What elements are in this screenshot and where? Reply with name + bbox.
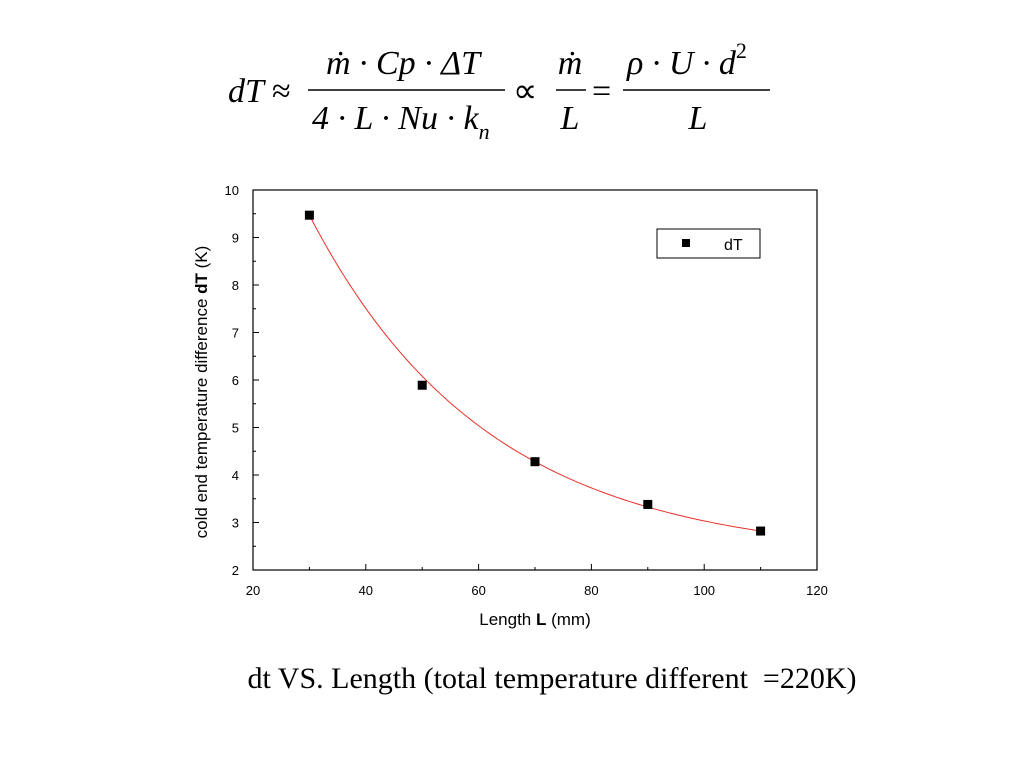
formula-frac2-denominator: L: [560, 100, 580, 137]
plot-frame: [252, 189, 818, 571]
y-tick-label: 7: [232, 326, 239, 341]
caption: dt VS. Length (total temperature differe…: [247, 662, 857, 695]
formula-proportional-sign: ∝: [513, 73, 537, 110]
y-tick-label: 6: [232, 373, 239, 388]
y-axis-label: cold end temperature difference dT (K): [192, 246, 211, 539]
legend-label: dT: [724, 237, 743, 254]
x-axis-label: Length L (mm): [479, 610, 591, 629]
data-point: [643, 499, 653, 509]
y-tick-label: 5: [232, 421, 239, 436]
x-tick-label: 80: [584, 583, 598, 598]
data-point: [304, 210, 314, 220]
x-tick-label: 120: [806, 583, 828, 598]
formula-lhs: dT: [228, 73, 266, 110]
data-point: [530, 457, 540, 467]
x-tick-label: 100: [693, 583, 715, 598]
y-tick-label: 9: [232, 231, 239, 246]
y-tick-label: 10: [225, 183, 239, 198]
y-tick-label: 2: [232, 563, 239, 578]
formula-approx-sign: ≈: [272, 73, 291, 110]
formula-frac3-numerator: ρ · U · d2: [626, 38, 747, 82]
data-point: [756, 526, 766, 536]
y-tick-label: 4: [232, 468, 239, 483]
x-axis-ticks: 20 40 60 80 100 120: [246, 564, 828, 598]
y-tick-label: 8: [232, 278, 239, 293]
formula-frac3-denominator: L: [688, 100, 708, 137]
fit-curve: [308, 214, 761, 532]
formula: dT ≈ ṁ · Cp · ΔT 4 · L · Nu · kn ∝ ṁ L =…: [228, 38, 770, 144]
x-tick-label: 60: [471, 583, 485, 598]
formula-frac1-numerator: ṁ · Cp · ΔT: [326, 45, 482, 82]
legend-box: [656, 228, 761, 259]
formula-equals-sign: =: [592, 73, 611, 110]
chart: 2 3 4 5 6 7 8 9 10 20 40 60 80 100 120 dT Length L (m…: [192, 183, 828, 629]
data-points: [304, 210, 766, 536]
legend: dT: [656, 228, 761, 259]
formula-frac2-numerator: ṁ: [558, 45, 583, 82]
y-tick-label: 3: [232, 516, 239, 531]
y-axis-ticks: 2 3 4 5 6 7 8 9 10: [225, 183, 259, 578]
x-tick-label: 20: [246, 583, 260, 598]
formula-frac1-denominator: 4 · L · Nu · kn: [312, 100, 490, 144]
x-tick-label: 40: [359, 583, 373, 598]
data-point: [417, 380, 427, 390]
legend-marker: [682, 239, 690, 247]
